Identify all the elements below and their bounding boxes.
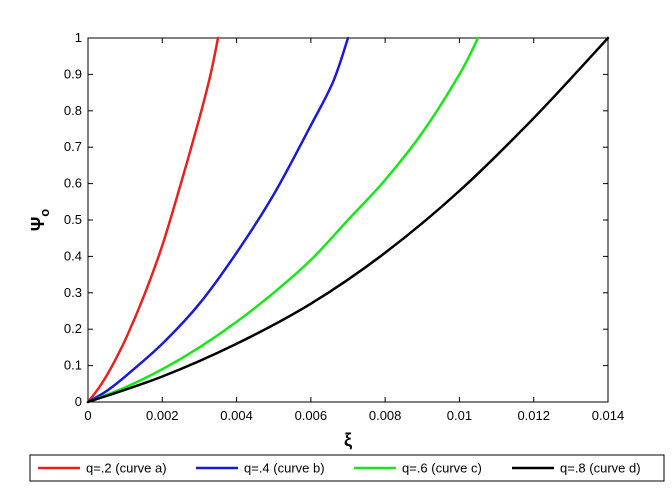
legend-label-b: q=.4 (curve b) xyxy=(244,461,325,476)
svg-text:Ψo: Ψo xyxy=(28,209,52,232)
x-tick-label: 0.008 xyxy=(369,408,402,423)
y-axis-label: Ψo xyxy=(28,209,52,232)
legend-box xyxy=(29,454,665,482)
series-line-c xyxy=(86,36,480,404)
y-tick-label: 0.9 xyxy=(64,66,82,81)
x-tick-label: 0.012 xyxy=(517,408,550,423)
legend-label-c: q=.6 (curve c) xyxy=(402,461,482,476)
y-tick-label: 0.7 xyxy=(64,139,82,154)
legend-label-a: q=.2 (curve a) xyxy=(86,461,167,476)
y-tick-label: 0.4 xyxy=(64,248,82,263)
y-tick-label: 0.3 xyxy=(64,285,82,300)
x-tick-label: 0.01 xyxy=(447,408,472,423)
y-axis-ticks: 0 0.1 0.2 0.3 0.4 0.5 0.6 0.7 0.8 0.9 1 xyxy=(64,30,608,409)
y-axis-label-subscript: o xyxy=(37,209,52,217)
y-tick-label: 0.5 xyxy=(64,212,82,227)
x-axis-ticks: 0 0.002 0.004 0.006 0.008 0.01 0.012 0.014 xyxy=(84,38,624,423)
series-layer xyxy=(86,36,610,404)
legend-label-d: q=.8 (curve d) xyxy=(560,461,641,476)
y-tick-label: 0.2 xyxy=(64,321,82,336)
y-axis-label-main: Ψ xyxy=(28,217,48,232)
x-tick-label: 0.004 xyxy=(220,408,253,423)
y-tick-label: 0.8 xyxy=(64,103,82,118)
x-tick-label: 0 xyxy=(84,408,91,423)
y-tick-label: 0.1 xyxy=(64,358,82,373)
x-axis-label: ξ xyxy=(344,430,352,451)
y-tick-label: 0.6 xyxy=(64,176,82,191)
y-tick-label: 1 xyxy=(75,30,82,45)
y-tick-label: 0 xyxy=(75,394,82,409)
x-tick-label: 0.006 xyxy=(295,408,328,423)
x-tick-label: 0.002 xyxy=(146,408,179,423)
series-line-d xyxy=(86,36,610,404)
series-line-b xyxy=(86,36,350,404)
legend: q=.2 (curve a) q=.4 (curve b) q=.6 (curve … xyxy=(38,461,641,476)
x-tick-label: 0.014 xyxy=(592,408,625,423)
series-line-a xyxy=(86,36,220,404)
